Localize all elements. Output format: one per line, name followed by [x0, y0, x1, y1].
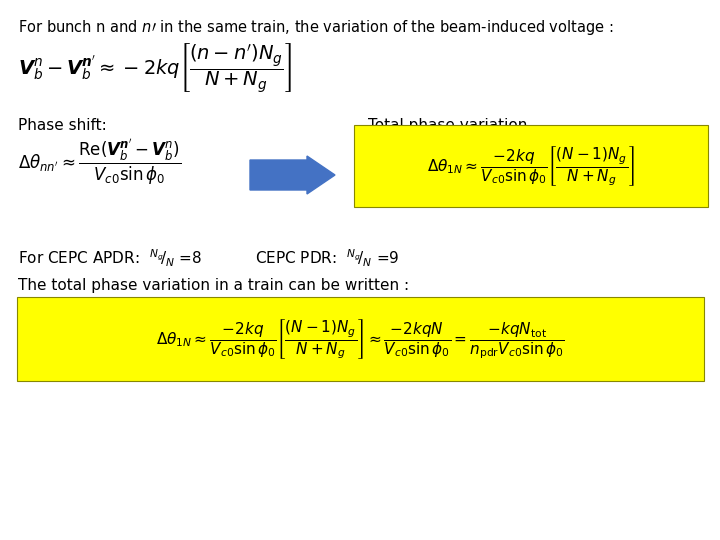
Text: For bunch n and $n\prime$ in the same train, the variation of the beam-induced v: For bunch n and $n\prime$ in the same tr…	[18, 18, 613, 37]
FancyBboxPatch shape	[17, 297, 704, 381]
Text: CEPC PDR:  ${}^{N_g}\!/{}_N$ =9: CEPC PDR: ${}^{N_g}\!/{}_N$ =9	[255, 248, 400, 269]
Text: $\boldsymbol{V}_b^n - \boldsymbol{V}_b^{\boldsymbol{n}^{\prime}} \approx -2kq\le: $\boldsymbol{V}_b^n - \boldsymbol{V}_b^{…	[18, 42, 292, 96]
FancyBboxPatch shape	[354, 125, 708, 207]
Text: The total phase variation in a train can be written :: The total phase variation in a train can…	[18, 278, 409, 293]
FancyArrow shape	[250, 156, 335, 194]
Text: $\Delta\theta_{1N} \approx \dfrac{-2kq}{V_{c0}\sin\phi_0}\left[\dfrac{(N-1)N_g}{: $\Delta\theta_{1N} \approx \dfrac{-2kq}{…	[427, 144, 635, 188]
Text: Total phase variation: Total phase variation	[368, 118, 527, 133]
Text: $\Delta\theta_{1N} \approx \dfrac{-2kq}{V_{c0}\sin\phi_0}\left[\dfrac{(N-1)N_g}{: $\Delta\theta_{1N} \approx \dfrac{-2kq}{…	[156, 317, 565, 361]
Text: For CEPC APDR:  ${}^{N_g}\!/{}_N$ =8: For CEPC APDR: ${}^{N_g}\!/{}_N$ =8	[18, 248, 202, 269]
Text: Phase shift:: Phase shift:	[18, 118, 107, 133]
Text: $\Delta\theta_{nn^{\prime}} \approx \dfrac{\mathrm{Re}(\boldsymbol{V}_b^{\boldsy: $\Delta\theta_{nn^{\prime}} \approx \dfr…	[18, 138, 181, 187]
